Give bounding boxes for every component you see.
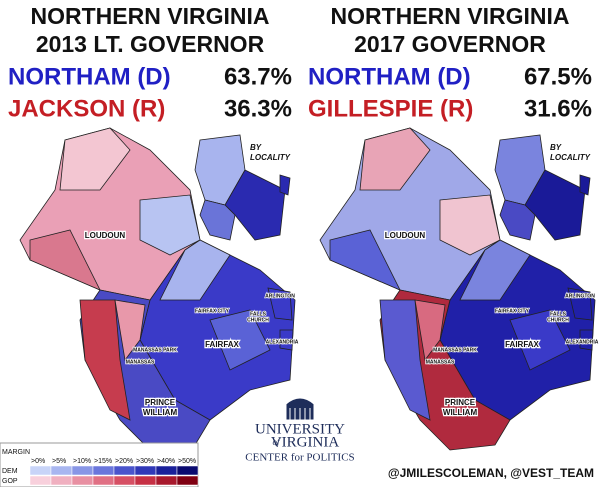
- legend-swatch: [29, 475, 52, 486]
- legend-swatch: [134, 465, 157, 476]
- legend-bin: >10%: [73, 458, 91, 465]
- legend-swatch: [134, 475, 157, 486]
- legend-swatch: [113, 475, 136, 486]
- candidate-pct: 36.3%: [224, 95, 292, 122]
- inset-arlington: [579, 174, 591, 196]
- precinct-area: [209, 309, 271, 371]
- legend-swatch: [155, 475, 178, 486]
- map-label: FAIRFAX CITY: [195, 308, 230, 314]
- map-label: FAIRFAX CITY: [495, 308, 530, 314]
- candidate-pct: 63.7%: [224, 63, 292, 90]
- candidate-name: NORTHAM (D): [308, 63, 471, 90]
- legend-swatch: [71, 475, 94, 486]
- map-label: WILLIAM: [143, 408, 178, 417]
- panel-title: NORTHERN VIRGINIA: [331, 3, 570, 29]
- logo-text: of: [272, 437, 281, 447]
- logo-text: VIRGINIA: [271, 434, 339, 450]
- map-label: FALLS: [250, 311, 266, 317]
- inset-label: LOCALITY: [550, 153, 591, 162]
- precinct-area: [439, 194, 501, 256]
- legend-row: GOP: [2, 478, 18, 485]
- map-label: FAIRFAX: [205, 340, 239, 349]
- map-label: ARLINGTON: [565, 293, 595, 299]
- precinct-area: [59, 127, 131, 191]
- panel-title: 2017 GOVERNOR: [354, 31, 546, 57]
- inset-prince-william: [499, 199, 536, 241]
- inset-label: BY: [250, 143, 262, 152]
- precinct-area: [414, 299, 446, 361]
- candidate-pct: 31.6%: [524, 95, 592, 122]
- legend-bin: >15%: [94, 458, 112, 465]
- map-label: ARLINGTON: [265, 293, 295, 299]
- alexandria-city: [279, 329, 294, 351]
- legend-swatch: [29, 465, 52, 476]
- legend-header: MARGIN: [2, 449, 30, 456]
- legend-bin: >50%: [178, 458, 196, 465]
- map-label: ALEXANDRIA: [266, 339, 299, 345]
- legend-bin: >30%: [136, 458, 154, 465]
- logo-text: UNIVERSITY: [255, 421, 345, 437]
- candidate-name: JACKSON (R): [8, 95, 165, 122]
- legend-swatch: [71, 465, 94, 476]
- precinct-area: [159, 239, 231, 301]
- precinct-area: [459, 239, 531, 301]
- credit: @JMILESCOLEMAN, @VEST_TEAM: [388, 466, 594, 480]
- map-label: ALEXANDRIA: [566, 339, 599, 345]
- legend-swatch: [92, 475, 115, 486]
- map-label: PRINCE: [145, 398, 176, 407]
- candidate-pct: 67.5%: [524, 63, 592, 90]
- inset-prince-william: [199, 199, 236, 241]
- precinct-area: [509, 309, 571, 371]
- map-label: PRINCE: [445, 398, 476, 407]
- logo-text: CENTER for POLITICS: [245, 452, 354, 464]
- arlington-county: [267, 287, 293, 321]
- inset-label: LOCALITY: [250, 153, 291, 162]
- legend-bin: >20%: [115, 458, 133, 465]
- map-label: LOUDOUN: [385, 231, 426, 240]
- legend-bin: >5%: [52, 458, 66, 465]
- map-label: WILLIAM: [443, 408, 478, 417]
- candidate-name: GILLESPIE (R): [308, 95, 473, 122]
- logo-rotunda: [285, 397, 315, 421]
- legend-bin: >40%: [157, 458, 175, 465]
- alexandria-city: [579, 329, 594, 351]
- map-label: MANASSAS PARK: [433, 347, 477, 353]
- map-label: MANASSAS PARK: [133, 347, 177, 353]
- map-label: MANASSAS: [126, 359, 155, 365]
- inset-arlington: [279, 174, 291, 196]
- precinct-area: [139, 194, 201, 256]
- panel-title: 2013 LT. GOVERNOR: [36, 31, 265, 57]
- map-label: CHURCH: [247, 317, 269, 323]
- legend-swatch: [155, 465, 178, 476]
- legend-bin: >0%: [31, 458, 45, 465]
- map-label: FALLS: [550, 311, 566, 317]
- map-label: CHURCH: [547, 317, 569, 323]
- legend-row: DEM: [2, 468, 18, 475]
- precinct-area: [114, 299, 146, 361]
- map-label: LOUDOUN: [85, 231, 126, 240]
- legend-swatch: [113, 465, 136, 476]
- candidate-name: NORTHAM (D): [8, 63, 171, 90]
- arlington-county: [567, 287, 593, 321]
- legend-swatch: [50, 465, 73, 476]
- legend-swatch: [176, 465, 199, 476]
- map-label: MANASSAS: [426, 359, 455, 365]
- panel-title: NORTHERN VIRGINIA: [31, 3, 270, 29]
- inset-label: BY: [550, 143, 562, 152]
- legend-swatch: [176, 475, 199, 486]
- legend-swatch: [92, 465, 115, 476]
- legend-swatch: [50, 475, 73, 486]
- precinct-area: [359, 127, 431, 191]
- map-label: FAIRFAX: [505, 340, 539, 349]
